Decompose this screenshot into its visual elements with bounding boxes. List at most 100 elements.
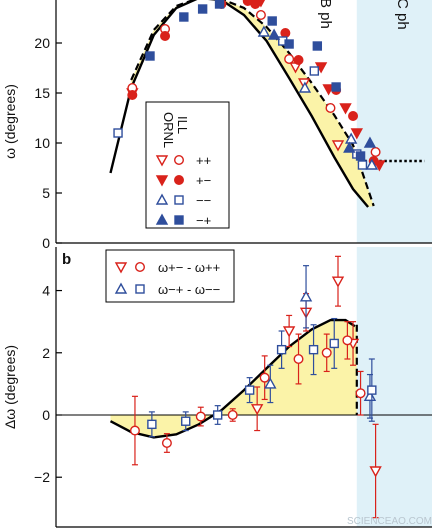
y-tick-label: 0	[42, 235, 50, 251]
data-point-tri-up-open	[363, 389, 377, 402]
data-point-circle-filled	[280, 28, 291, 39]
data-point-tri-down-open	[250, 404, 264, 416]
data-point-square-open	[367, 385, 377, 395]
data-point-tri-up-open	[344, 132, 358, 144]
data-point-circle-filled	[293, 55, 304, 66]
data-point-circle-open	[284, 54, 295, 65]
legend-label: −+	[196, 213, 211, 228]
legend-label: ω+− - ω++	[158, 260, 220, 275]
legend-marker-ornl	[155, 193, 169, 205]
data-point-square-filled	[179, 12, 189, 22]
difference-fill	[131, 0, 374, 207]
data-point-tri-up-filled	[343, 141, 356, 153]
data-point-tri-down-filled	[322, 84, 335, 96]
data-point-circle-filled	[250, 0, 261, 9]
data-point-circle-open	[259, 372, 270, 383]
legend-marker-ornl	[155, 155, 169, 167]
data-point-circle-open	[227, 410, 238, 421]
data-point-tri-up-open	[365, 158, 379, 170]
data-point-square-filled	[214, 0, 225, 9]
legend-label: ω−+ - ω−−	[158, 282, 220, 297]
legend-marker-alt	[134, 262, 145, 273]
legend-marker-triangle	[114, 282, 128, 294]
data-point-circle-open	[161, 438, 172, 449]
panel-a: 0 5 10 15 20 ω (degrees) B ph C ph ORNL ILL ++ +− −−…	[2, 0, 432, 251]
legend-header-ornl: ORNL	[161, 112, 176, 148]
y-tick-label: 10	[34, 135, 50, 151]
legend-marker-ornl	[155, 213, 169, 225]
data-point-square-filled	[312, 41, 323, 51]
data-point-circle-open	[255, 9, 266, 21]
legend-box	[105, 249, 235, 303]
legend-label: +−	[196, 173, 211, 188]
model-curve-dashed-1	[130, 0, 375, 207]
y-tick-label: 20	[34, 35, 50, 51]
data-point-tri-down-open	[331, 276, 345, 288]
data-point-tri-down-open	[331, 140, 345, 152]
data-point-tri-down-filled	[339, 103, 352, 115]
y-tick-label: 0	[42, 407, 50, 423]
data-point-tri-down-open	[282, 326, 296, 338]
difference-fill	[110, 320, 357, 438]
data-point-tri-down-open	[369, 466, 382, 478]
data-point-tri-up-open	[257, 25, 271, 37]
data-point-tri-up-open	[299, 290, 313, 302]
y-tick-label: 2	[42, 345, 50, 361]
legend-marker-ill	[174, 195, 184, 205]
data-point-circle-open	[293, 354, 304, 365]
data-point-square-filled	[284, 39, 294, 49]
data-point-tri-down-filled	[350, 128, 363, 140]
data-point-square-open	[244, 385, 255, 395]
legend-header-ill: ILL	[175, 116, 190, 134]
data-point-circle-open	[325, 102, 336, 113]
data-point-circle-open	[129, 425, 140, 436]
data-point-square-open	[309, 66, 320, 76]
legend-marker-triangle	[114, 262, 128, 274]
y-tick-label: 15	[34, 85, 50, 101]
data-point-circle-open	[342, 335, 353, 346]
legend-marker-ill	[173, 174, 184, 185]
data-point-square-filled	[267, 16, 277, 26]
data-point-tri-up-filled	[363, 136, 377, 148]
watermark-text: SCIENCEAO.COM	[347, 516, 432, 527]
legend-marker-ornl	[155, 175, 169, 187]
data-point-square-filled	[331, 82, 341, 92]
data-point-circle-open	[370, 146, 381, 157]
data-point-circle-filled	[160, 31, 171, 42]
data-point-square-filled	[145, 51, 155, 61]
data-point-square-open	[308, 344, 319, 355]
legend-marker-alt	[135, 284, 145, 294]
data-point-tri-up-open	[298, 81, 312, 93]
data-point-square-open	[276, 344, 287, 355]
data-point-circle-open	[355, 388, 366, 399]
y-tick-label: 5	[42, 185, 50, 201]
data-point-square-open	[212, 410, 223, 420]
legend-b: ω+− - ω++ ω−+ - ω−−	[105, 249, 235, 303]
legend-box	[145, 101, 230, 229]
data-point-square-open	[113, 128, 123, 138]
data-point-square-open	[357, 160, 368, 170]
legend-label: −−	[196, 193, 211, 208]
data-point-circle-filled	[127, 89, 138, 100]
data-point-square-open	[147, 419, 157, 430]
data-point-square-open	[329, 338, 339, 349]
data-point-square-filled	[197, 4, 208, 14]
phase-region-label: B ph	[317, 0, 334, 29]
data-point-tri-up-open	[264, 377, 277, 389]
panel-b: −2 0 2 4 Δω (degrees) b ω+− - ω++ ω−+ - ω−−	[2, 247, 432, 528]
y-tick-label: −2	[34, 469, 50, 485]
y-tick-label: 4	[42, 283, 50, 299]
data-point-circle-open	[195, 411, 206, 422]
y-axis-label: ω (degrees)	[2, 84, 18, 159]
y-axis-label: Δω (degrees)	[2, 345, 18, 429]
data-point-square-open	[181, 416, 191, 426]
model-curve-solid-0	[109, 318, 356, 439]
data-point-tri-up-filled	[267, 28, 281, 40]
data-point-circle-open	[321, 347, 332, 358]
data-point-square-filled	[355, 151, 366, 161]
legend-marker-ill	[174, 215, 184, 225]
model-curve-solid-0	[109, 0, 370, 208]
legend-marker-ill	[173, 154, 184, 165]
legend-label: ++	[196, 153, 211, 168]
